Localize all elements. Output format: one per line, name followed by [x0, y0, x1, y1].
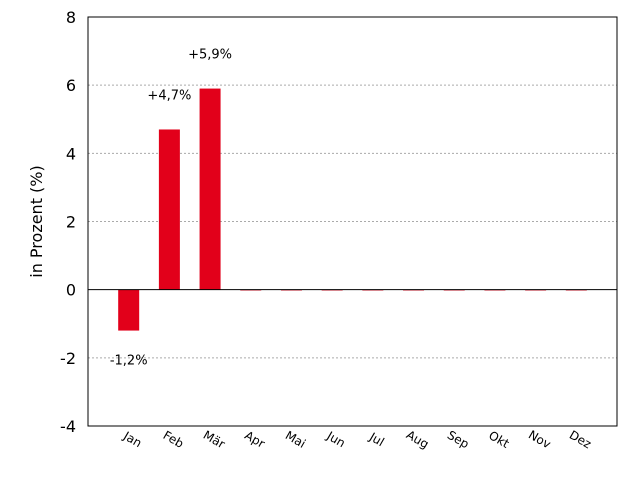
x-tick-label: Okt — [486, 428, 512, 451]
data-label: -1,2% — [110, 354, 148, 369]
y-tick-label: 0 — [66, 281, 76, 300]
x-tick-label: Mär — [201, 428, 228, 451]
y-axis-ticks: -4 -2 0 2 4 6 8 — [60, 8, 76, 436]
x-tick-label: Mai — [283, 428, 308, 451]
x-tick-label: Dez — [567, 428, 594, 452]
x-tick-label: Jul — [366, 429, 386, 449]
x-tick-label: Aug — [404, 428, 431, 452]
y-tick-label: -4 — [60, 417, 76, 436]
x-tick-label: Jun — [324, 428, 348, 450]
x-tick-label: Apr — [242, 428, 267, 451]
y-axis-label: in Prozent (%) — [27, 165, 46, 277]
y-tick-label: 2 — [66, 213, 76, 232]
x-tick-label: Sep — [445, 428, 472, 451]
bars — [118, 88, 587, 331]
y-tick-label: 4 — [66, 144, 76, 163]
x-tick-label: Jan — [120, 428, 144, 450]
data-label: +4,7% — [147, 88, 191, 103]
bar — [118, 289, 140, 331]
y-tick-label: 8 — [66, 8, 76, 27]
y-tick-label: 6 — [66, 76, 76, 95]
plot-frame — [87, 16, 618, 427]
y-tick-label: -2 — [60, 349, 76, 368]
bar — [199, 88, 221, 290]
x-axis-ticks: Jan Feb Mär Apr Mai Jun Jul Aug Sep Okt Nov Dez — [120, 428, 593, 452]
x-tick-label: Nov — [526, 428, 553, 452]
data-label: +5,9% — [188, 48, 232, 63]
data-labels: -1,2% +4,7% +5,9% — [110, 48, 232, 369]
bar — [158, 129, 180, 290]
x-tick-label: Feb — [161, 428, 186, 451]
